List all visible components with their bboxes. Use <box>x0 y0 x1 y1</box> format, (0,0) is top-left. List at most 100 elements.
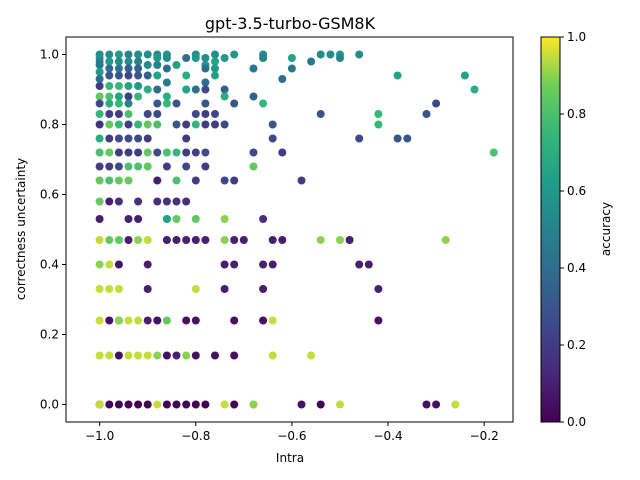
data-point <box>172 61 181 69</box>
data-point <box>143 162 152 171</box>
data-point <box>105 162 114 171</box>
y-tick-label: 1.0 <box>40 48 59 62</box>
data-point <box>297 176 306 185</box>
data-point <box>230 260 239 269</box>
data-point <box>153 71 162 80</box>
colorbar-tick-label: 1.0 <box>567 30 586 44</box>
data-point <box>182 148 191 157</box>
data-point <box>220 215 229 223</box>
data-point <box>153 54 162 62</box>
data-point <box>259 316 268 325</box>
data-point <box>124 64 133 73</box>
data-point <box>191 351 200 360</box>
data-point <box>162 54 171 62</box>
data-point <box>316 236 325 244</box>
data-point <box>134 92 143 101</box>
data-point <box>124 134 133 143</box>
data-point <box>374 120 383 129</box>
data-point <box>134 148 143 157</box>
data-point <box>191 120 200 129</box>
data-point <box>230 236 239 244</box>
data-point <box>124 176 133 185</box>
data-point <box>182 134 191 143</box>
data-point <box>95 162 104 171</box>
data-point <box>153 316 162 325</box>
data-point <box>114 92 123 101</box>
data-point <box>249 400 258 409</box>
data-point <box>143 110 152 118</box>
data-point <box>134 120 143 129</box>
data-point <box>114 71 123 80</box>
points-layer <box>95 50 498 409</box>
data-point <box>441 236 450 244</box>
data-point <box>422 400 431 409</box>
data-point <box>355 260 364 269</box>
data-point <box>114 236 123 244</box>
data-point <box>432 99 441 108</box>
data-point <box>230 400 239 409</box>
data-point <box>336 236 344 244</box>
data-point <box>201 64 210 73</box>
data-point <box>124 400 133 409</box>
data-point <box>105 50 114 59</box>
data-point <box>143 50 152 59</box>
data-point <box>114 110 123 118</box>
data-point <box>191 85 200 94</box>
data-point <box>95 176 104 185</box>
data-point <box>201 400 210 409</box>
y-tick-label: 0.2 <box>40 328 59 342</box>
data-point <box>191 148 200 157</box>
data-point <box>124 71 133 80</box>
data-point <box>230 316 239 325</box>
data-point <box>124 351 133 360</box>
data-point <box>153 85 162 94</box>
data-point <box>95 99 104 108</box>
data-point <box>374 316 383 325</box>
data-point <box>105 260 114 269</box>
data-point <box>182 316 191 325</box>
data-point <box>191 215 200 223</box>
data-point <box>211 120 219 129</box>
data-point <box>95 61 104 69</box>
data-point <box>287 54 296 62</box>
data-point <box>95 110 104 118</box>
data-point <box>153 148 162 157</box>
data-point <box>162 316 171 325</box>
y-tick-label: 0.6 <box>40 188 59 202</box>
data-point <box>124 110 133 118</box>
data-point <box>162 215 171 223</box>
data-point <box>470 85 479 94</box>
data-point <box>105 99 114 108</box>
data-point <box>201 85 210 94</box>
data-point <box>95 197 104 206</box>
x-tick-label: −0.6 <box>277 429 306 443</box>
data-point <box>460 71 469 80</box>
data-point <box>220 260 229 269</box>
data-point <box>211 57 219 66</box>
data-point <box>211 64 219 73</box>
data-point <box>191 110 200 118</box>
data-point <box>143 85 152 94</box>
data-point <box>95 68 104 76</box>
data-point <box>201 54 210 62</box>
data-point <box>220 54 229 62</box>
data-point <box>230 176 239 185</box>
data-point <box>95 82 104 90</box>
data-point <box>422 110 431 118</box>
data-point <box>114 400 123 409</box>
data-point <box>191 176 200 185</box>
data-point <box>143 61 152 69</box>
x-tick-label: −1.0 <box>85 429 114 443</box>
data-point <box>393 71 402 80</box>
data-point <box>364 260 373 269</box>
data-point <box>268 260 277 269</box>
data-point <box>249 64 258 73</box>
data-point <box>172 236 181 244</box>
data-point <box>114 57 123 66</box>
x-tick-label: −0.8 <box>181 429 210 443</box>
data-point <box>114 134 123 143</box>
data-point <box>153 61 162 69</box>
data-point <box>220 236 229 244</box>
data-point <box>201 120 210 129</box>
data-point <box>191 285 200 293</box>
